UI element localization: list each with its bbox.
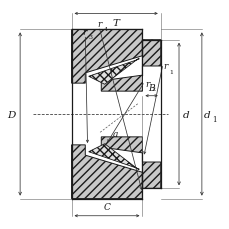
Polygon shape xyxy=(101,41,160,92)
Text: T: T xyxy=(112,19,119,28)
Polygon shape xyxy=(88,144,138,170)
Text: 3: 3 xyxy=(88,35,92,40)
Text: 4: 4 xyxy=(103,27,107,32)
Text: 2: 2 xyxy=(151,86,155,91)
Polygon shape xyxy=(71,145,142,199)
Polygon shape xyxy=(88,59,138,85)
Text: d: d xyxy=(203,110,210,119)
Polygon shape xyxy=(71,30,142,84)
Text: 1: 1 xyxy=(169,69,173,74)
Text: r: r xyxy=(162,62,167,71)
Text: r: r xyxy=(82,28,86,37)
Polygon shape xyxy=(101,137,160,188)
Text: d: d xyxy=(182,110,188,119)
Text: r: r xyxy=(144,79,148,88)
Text: a: a xyxy=(112,129,117,138)
Text: B: B xyxy=(148,83,154,92)
Text: D: D xyxy=(7,110,15,119)
Text: C: C xyxy=(103,202,110,211)
Text: 1: 1 xyxy=(211,115,215,123)
Text: r: r xyxy=(96,20,101,29)
